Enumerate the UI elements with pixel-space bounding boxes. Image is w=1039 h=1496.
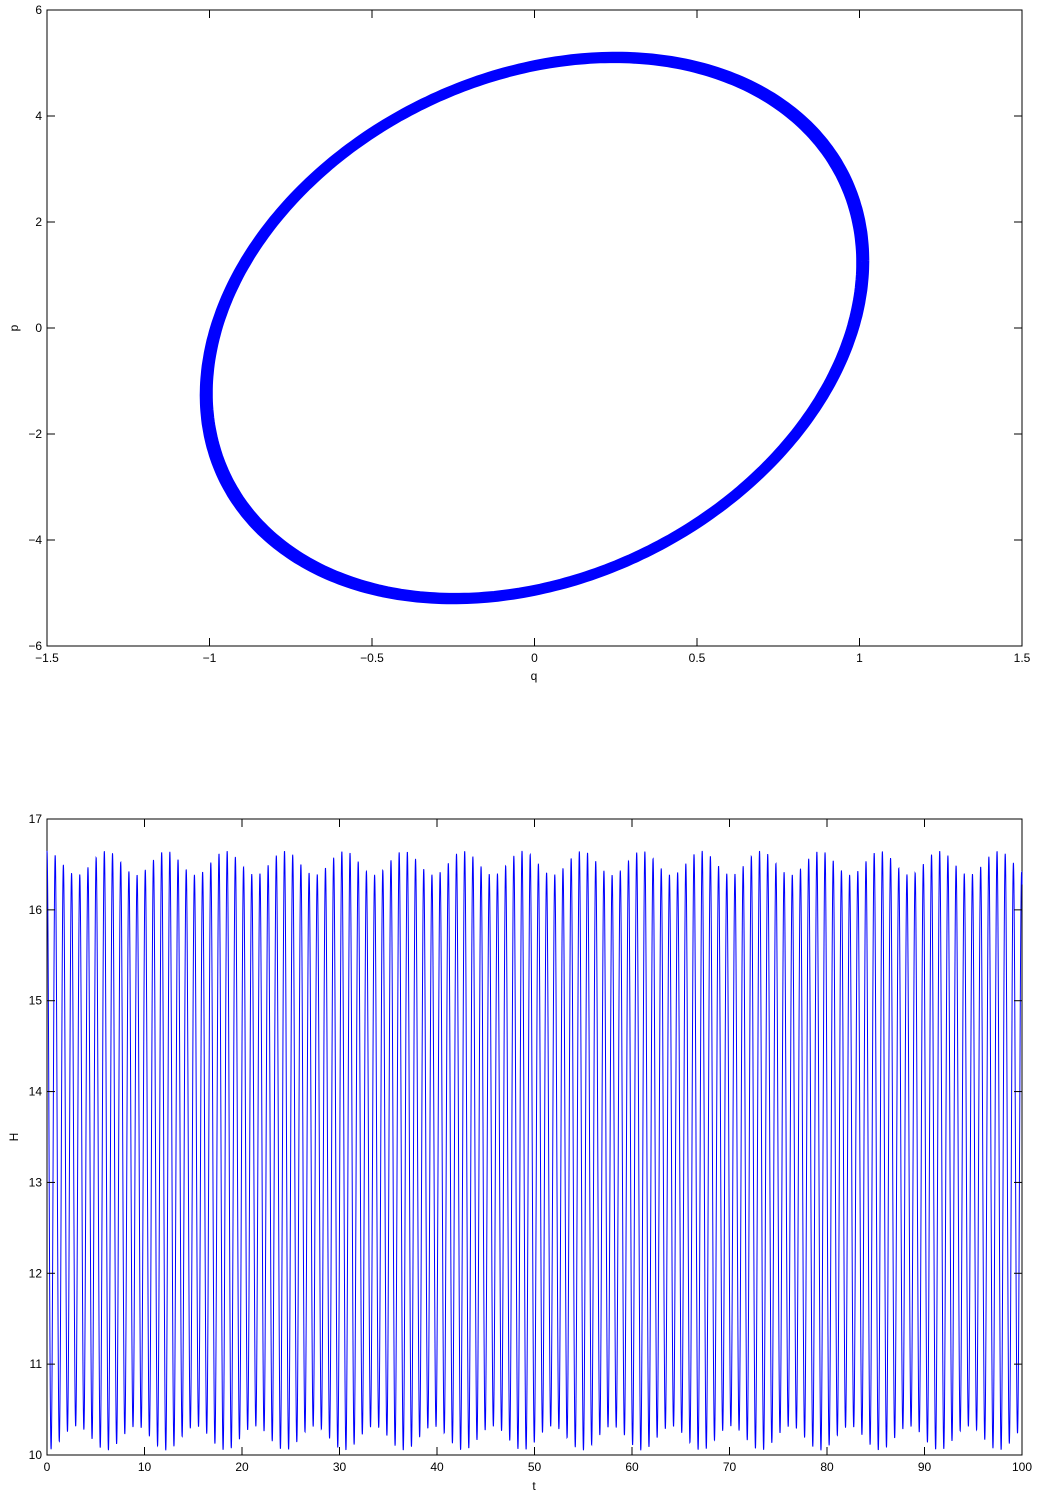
phase-ytick-label: 0: [35, 321, 42, 335]
energy-xtick-label: 30: [333, 1460, 347, 1474]
phase-xtick-label: 0: [531, 651, 538, 665]
phase-plot: −1.5 −1 −0.5 0 0.5 1 1.5 −6 −4 −2 0 2 4 6 q p: [7, 3, 1031, 683]
phase-ytick-label: −6: [28, 639, 42, 653]
energy-ytick-label: 11: [30, 1357, 43, 1371]
energy-curve: [46, 850, 1023, 1451]
phase-xtick-label: −0.5: [360, 651, 384, 665]
energy-ytick-label: 13: [29, 1175, 43, 1189]
energy-xtick-label: 100: [1012, 1460, 1032, 1474]
energy-ytick-label: 14: [29, 1085, 43, 1099]
energy-ytick-label: 17: [29, 812, 43, 826]
phase-ytick-label: −2: [28, 427, 42, 441]
energy-xtick-label: 10: [138, 1460, 152, 1474]
phase-ytick-label: 4: [35, 109, 42, 123]
energy-ytick-label: 12: [29, 1266, 43, 1280]
energy-ylabel: H: [7, 1133, 21, 1142]
phase-xtick-label: −1.5: [35, 651, 59, 665]
energy-xlabel: t: [532, 1479, 536, 1493]
phase-plot-frame: [46, 9, 1023, 647]
energy-xtick-label: 60: [625, 1460, 639, 1474]
energy-xtick-label: 40: [430, 1460, 444, 1474]
energy-xtick-label: 70: [723, 1460, 737, 1474]
energy-series: [46, 850, 1023, 1451]
phase-curve: [199, 51, 870, 605]
energy-xtick-label: 80: [820, 1460, 834, 1474]
energy-ytick-label: 16: [29, 903, 43, 917]
energy-ytick-label: 15: [29, 994, 43, 1008]
phase-ylabel: p: [7, 324, 21, 331]
phase-ytick-label: 2: [35, 215, 42, 229]
phase-ytick-label: −4: [28, 533, 42, 547]
phase-xtick-label: 1.5: [1014, 651, 1031, 665]
energy-ytick-label: 10: [29, 1448, 43, 1462]
phase-xtick-label: 1: [856, 651, 863, 665]
phase-xtick-label: −1: [203, 651, 217, 665]
phase-xtick-label: 0.5: [689, 651, 706, 665]
energy-xtick-label: 0: [44, 1460, 51, 1474]
energy-xtick-label: 90: [918, 1460, 932, 1474]
energy-xtick-label: 20: [235, 1460, 249, 1474]
phase-ytick-label: 6: [35, 3, 42, 17]
energy-plot: 0 10 20 30 40 50 60 70 80 90 100 1011121314151617 …: [7, 812, 1032, 1493]
phase-series: [199, 51, 870, 605]
energy-xtick-label: 50: [528, 1460, 542, 1474]
phase-xlabel: q: [531, 669, 538, 683]
